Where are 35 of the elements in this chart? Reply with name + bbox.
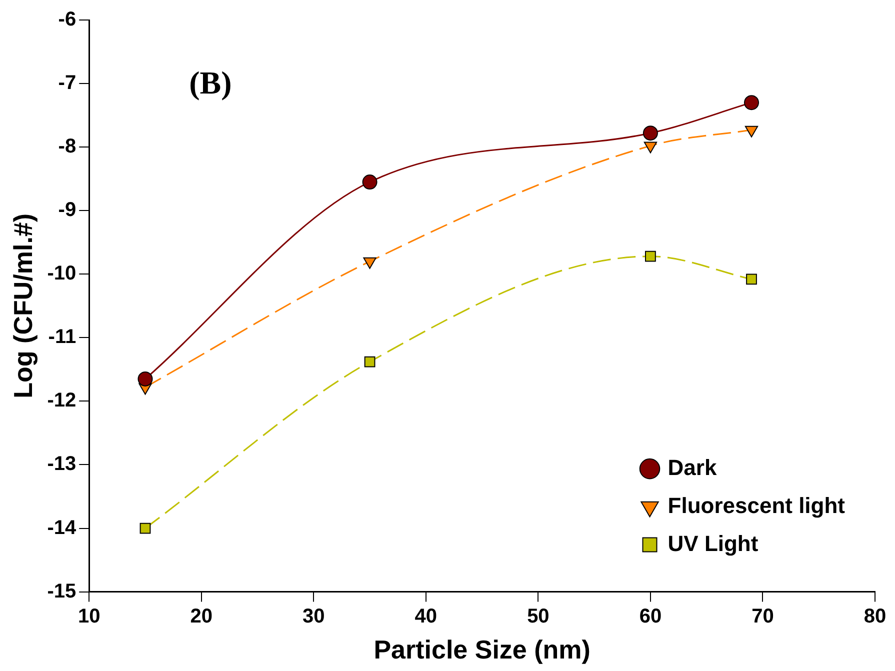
x-tick-label: 20	[190, 605, 212, 628]
point	[645, 250, 656, 262]
point	[364, 356, 376, 368]
y-tick-label: -10	[47, 262, 76, 285]
y-tick-label: -14	[47, 516, 77, 539]
point	[744, 126, 758, 138]
y-tick-label: -11	[48, 326, 76, 348]
x-tick-label: 70	[752, 605, 774, 628]
point	[362, 174, 378, 190]
legend-label: UV Light	[668, 530, 759, 556]
point	[744, 95, 760, 110]
y-tick-label: -15	[47, 580, 76, 602]
x-tick-label: 40	[414, 605, 438, 628]
y-tick-label: -12	[47, 390, 76, 412]
y-axis-title: Log (CFU/ml.#)	[8, 213, 38, 398]
point	[642, 126, 658, 141]
y-tick-label: -9	[58, 199, 76, 222]
x-tick-label: 30	[302, 605, 325, 628]
y-tick-label: -7	[58, 72, 76, 94]
x-tick-label: 80	[864, 605, 886, 628]
point	[746, 274, 757, 285]
x-tick-label: 50	[527, 605, 550, 628]
annotation: (B)	[189, 64, 232, 100]
point	[363, 257, 376, 269]
y-tick-label: -6	[58, 8, 76, 31]
legend-label: Fluorescent light	[668, 492, 846, 518]
x-tick-label: 60	[639, 605, 662, 628]
point	[644, 142, 658, 154]
point	[140, 522, 151, 534]
x-tick-label: 10	[78, 605, 100, 628]
legend-label: Dark	[668, 454, 718, 480]
y-tick-label: -8	[58, 136, 76, 158]
x-axis-title: Particle Size (nm)	[374, 634, 590, 665]
y-tick-label: -13	[47, 453, 76, 476]
point	[138, 371, 153, 386]
